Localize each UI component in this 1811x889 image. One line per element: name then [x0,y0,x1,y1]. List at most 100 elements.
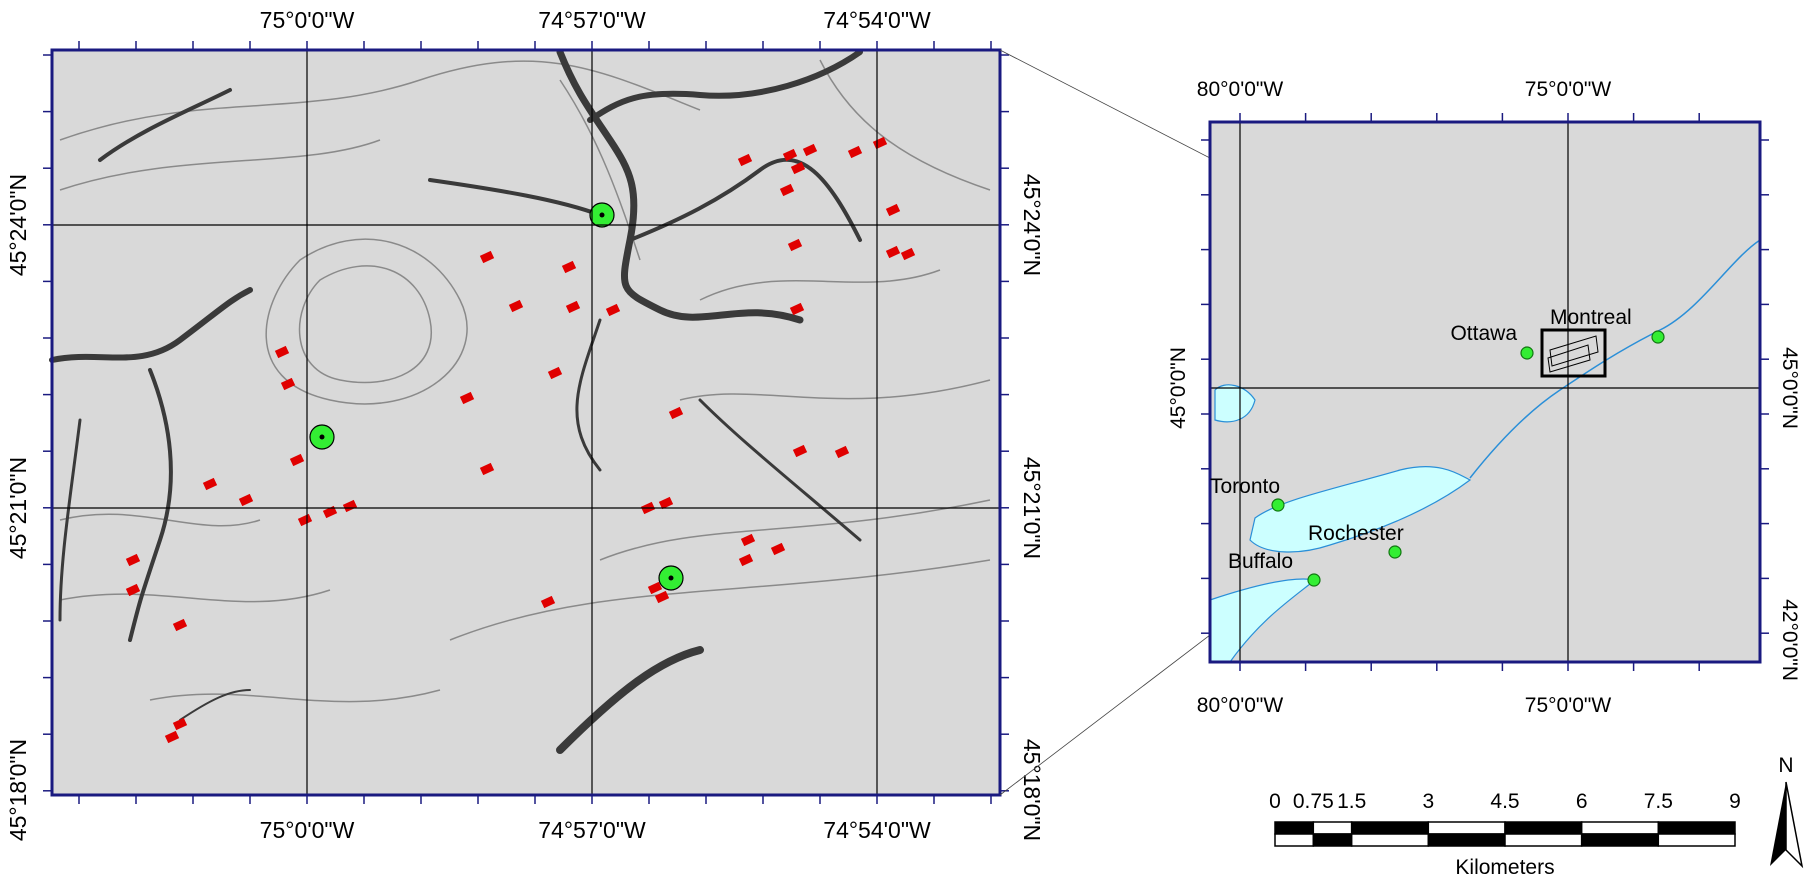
site [737,153,753,167]
scale-bar: Kilometers 0 0.75 1.5 3 4.5 6 7.5 9 [1269,790,1741,879]
scale-label: 9 [1729,790,1741,813]
site [479,250,495,264]
scale-label: 3 [1422,790,1434,813]
site [885,245,901,259]
scale-segment [1274,821,1315,835]
inset-map: Ottawa Montreal Toronto Rochester Buffal… [1167,78,1801,717]
scale-segment [1504,833,1583,847]
site [125,583,141,597]
lon-label: 75°0'0"W [1525,694,1612,717]
scale-segment [1350,821,1430,835]
lon-label: 80°0'0"W [1197,78,1284,101]
detail-frame [50,48,1002,797]
site [779,183,795,197]
station-center [668,575,674,581]
scale-segment [1580,821,1660,835]
scale-segment [1580,833,1660,847]
scale-label: 6 [1576,790,1588,813]
lat-label: 45°18'0"N [1019,739,1045,841]
scale-label: 1.5 [1337,790,1366,813]
scale-label: 0.75 [1293,790,1334,813]
scale-segment [1657,833,1736,847]
site [605,303,621,317]
site [508,299,524,313]
site [789,302,805,316]
site [172,618,188,632]
city-label: Rochester [1308,522,1404,545]
inset-frame [1208,120,1762,664]
site [274,345,290,359]
station-center [319,434,325,440]
site [740,533,756,547]
site [459,391,475,405]
arrow-half [1770,782,1786,866]
scale-label: 0 [1269,790,1281,813]
scale-label: 7.5 [1644,790,1673,813]
station-center [599,212,605,218]
lat-label: 45°21'0"N [1019,457,1045,559]
scale-label: 4.5 [1490,790,1519,813]
site [561,260,577,274]
lon-label: 75°0'0"W [1525,78,1612,101]
site [479,462,495,476]
footprints [1547,335,1599,373]
site [322,505,338,519]
inset-background [1210,122,1760,662]
site [547,366,563,380]
lon-label: 74°57'0"W [538,7,646,33]
sites [125,136,916,744]
site [125,553,141,567]
site [668,406,684,420]
extent-box [1540,328,1607,378]
lat-label: 45°18'0"N [5,739,31,841]
rivers [49,48,863,754]
site [782,148,798,162]
scale-segment [1350,833,1430,847]
city-label: Toronto [1210,475,1280,498]
city-label: Ottawa [1450,322,1517,345]
lat-label: 42°0'0"N [1778,599,1801,681]
site [647,581,663,595]
site [654,590,670,604]
lon-label: 74°54'0"W [823,817,931,843]
site [164,730,180,744]
scale-segment [1312,821,1353,835]
detail-map: 75°0'0"W 74°57'0"W 74°54'0"W 75°0'0"W 74… [5,7,1045,843]
arrow-half [1785,781,1804,869]
site [342,499,358,513]
lon-label: 80°0'0"W [1197,694,1284,717]
site [847,145,863,159]
site [289,453,305,467]
site [738,553,754,567]
detail-background [52,50,1000,795]
site [885,203,901,217]
north-label: N [1778,754,1793,777]
scale-segment [1427,821,1506,835]
lon-label: 74°57'0"W [538,817,646,843]
site [790,161,806,175]
site [658,496,674,510]
site [834,445,850,459]
lake-ontario [1249,466,1472,553]
site [238,493,254,507]
lat-label: 45°24'0"N [1019,174,1045,276]
scale-segment [1427,833,1506,847]
lon-label: 75°0'0"W [260,7,355,33]
lon-label: 74°54'0"W [823,7,931,33]
graticule [52,50,1000,795]
site [787,238,803,252]
lat-label: 45°24'0"N [5,174,31,276]
site [565,300,581,314]
site [297,513,313,527]
site [280,377,296,391]
scale-segment [1274,833,1315,847]
city-label: Montreal [1550,306,1632,329]
site [900,247,916,261]
scale-unit: Kilometers [1455,856,1554,879]
lat-label: 45°0'0"N [1167,347,1190,429]
scale-segment [1504,821,1583,835]
site [172,717,188,731]
lat-label: 45°0'0"N [1778,347,1801,429]
site [802,143,818,157]
